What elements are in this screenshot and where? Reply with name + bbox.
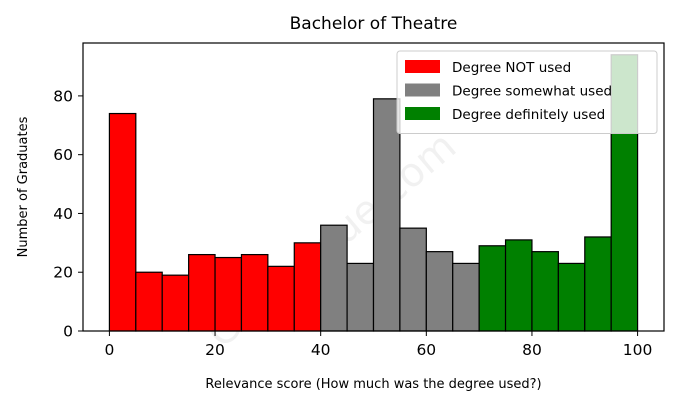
histogram-bar: [531, 251, 559, 332]
y-tick-label: 40: [53, 205, 73, 223]
y-axis-ticks: 0 20 40 60 80: [53, 87, 83, 341]
histogram-bar: [188, 253, 216, 332]
bars-layer: [108, 54, 639, 332]
chart-title: Bachelor of Theatre: [290, 14, 458, 34]
x-tick-label: 0: [104, 341, 114, 359]
legend-frame: [396, 50, 658, 134]
histogram-bar: [346, 262, 375, 332]
y-axis-label: Number of Graduates: [16, 116, 31, 257]
legend: Degree NOT used Degree somewhat used Degre…: [396, 50, 658, 134]
y-tick-label: 80: [53, 87, 73, 105]
histogram-bar: [478, 245, 507, 332]
x-tick-label: 60: [416, 341, 436, 359]
histogram-bar: [452, 262, 480, 332]
histogram-bar: [293, 242, 322, 332]
histogram-bar: [214, 256, 243, 332]
x-tick-label: 80: [522, 341, 542, 359]
x-tick-label: 40: [311, 341, 331, 359]
x-tick-label: 100: [623, 341, 653, 359]
legend-swatch: [405, 83, 440, 97]
histogram-bar: [399, 227, 427, 332]
legend-label: Degree definitely used: [452, 107, 605, 123]
x-tick-label: 20: [205, 341, 225, 359]
x-axis-label: Relevance score (How much was the degree…: [205, 377, 541, 392]
legend-label: Degree NOT used: [452, 60, 571, 76]
histogram-bar: [584, 236, 612, 332]
histogram-bar: [504, 239, 533, 332]
y-tick-label: 20: [53, 264, 73, 282]
y-tick-label: 0: [63, 323, 73, 341]
histogram-bar: [320, 224, 348, 332]
histogram-bar: [108, 112, 137, 332]
legend-label: Degree somewhat used: [452, 84, 612, 100]
histogram-bar: [425, 251, 454, 332]
legend-swatch: [405, 60, 440, 73]
histogram-bar: [372, 98, 401, 332]
histogram-bar: [240, 253, 269, 332]
histogram-bar: [135, 271, 163, 332]
histogram-bar: [161, 274, 190, 332]
plot-area-frame: [82, 42, 665, 332]
histogram-bar: [557, 262, 586, 332]
legend-swatch: [405, 107, 440, 120]
y-tick-label: 60: [53, 146, 73, 164]
histogram-bar: [267, 265, 295, 332]
x-axis-ticks: 0 20 40 60 80 100: [104, 331, 652, 359]
